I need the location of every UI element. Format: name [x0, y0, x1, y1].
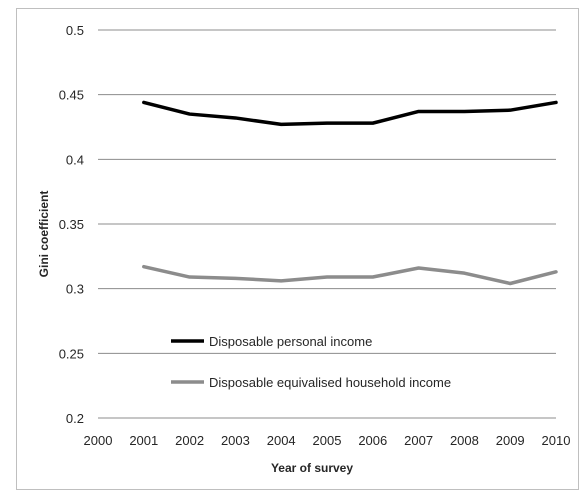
legend-label: Disposable equivalised household income	[209, 375, 451, 390]
x-tick-label: 2005	[313, 433, 342, 448]
x-tick-labels: 2000 2001 2002 2003 2004 2005 2006 2007 2008 2009…	[84, 433, 571, 448]
y-tick-label: 0.25	[59, 346, 84, 361]
series-line-personal-income	[142, 100, 558, 127]
x-tick-label: 2003	[221, 433, 250, 448]
x-tick-label: 2008	[450, 433, 479, 448]
y-tick-label: 0.35	[59, 217, 84, 232]
y-tick-label: 0.2	[66, 411, 84, 426]
x-tick-label: 2007	[404, 433, 433, 448]
gridlines	[98, 29, 556, 354]
x-tick-label: 2000	[84, 433, 113, 448]
x-tick-label: 2006	[358, 433, 387, 448]
y-tick-labels: 0.2 0.25 0.3 0.35 0.4 0.45 0.5	[59, 23, 84, 426]
y-tick-label: 0.4	[66, 152, 84, 167]
x-tick-label: 2010	[542, 433, 571, 448]
y-axis-title: Gini coefficient	[37, 191, 51, 278]
series-line-household-income	[142, 264, 558, 286]
y-tick-label: 0.45	[59, 88, 84, 103]
y-tick-label: 0.3	[66, 282, 84, 297]
legend: Disposable personal income Disposable equ…	[171, 334, 451, 390]
x-tick-label: 2004	[267, 433, 296, 448]
y-tick-label: 0.5	[66, 23, 84, 38]
x-axis-title: Year of survey	[271, 461, 353, 475]
x-tick-label: 2009	[496, 433, 525, 448]
legend-label: Disposable personal income	[209, 334, 372, 349]
x-tick-label: 2002	[175, 433, 204, 448]
chart-frame	[16, 8, 579, 490]
x-tick-label: 2001	[129, 433, 158, 448]
series-lines	[142, 100, 558, 286]
